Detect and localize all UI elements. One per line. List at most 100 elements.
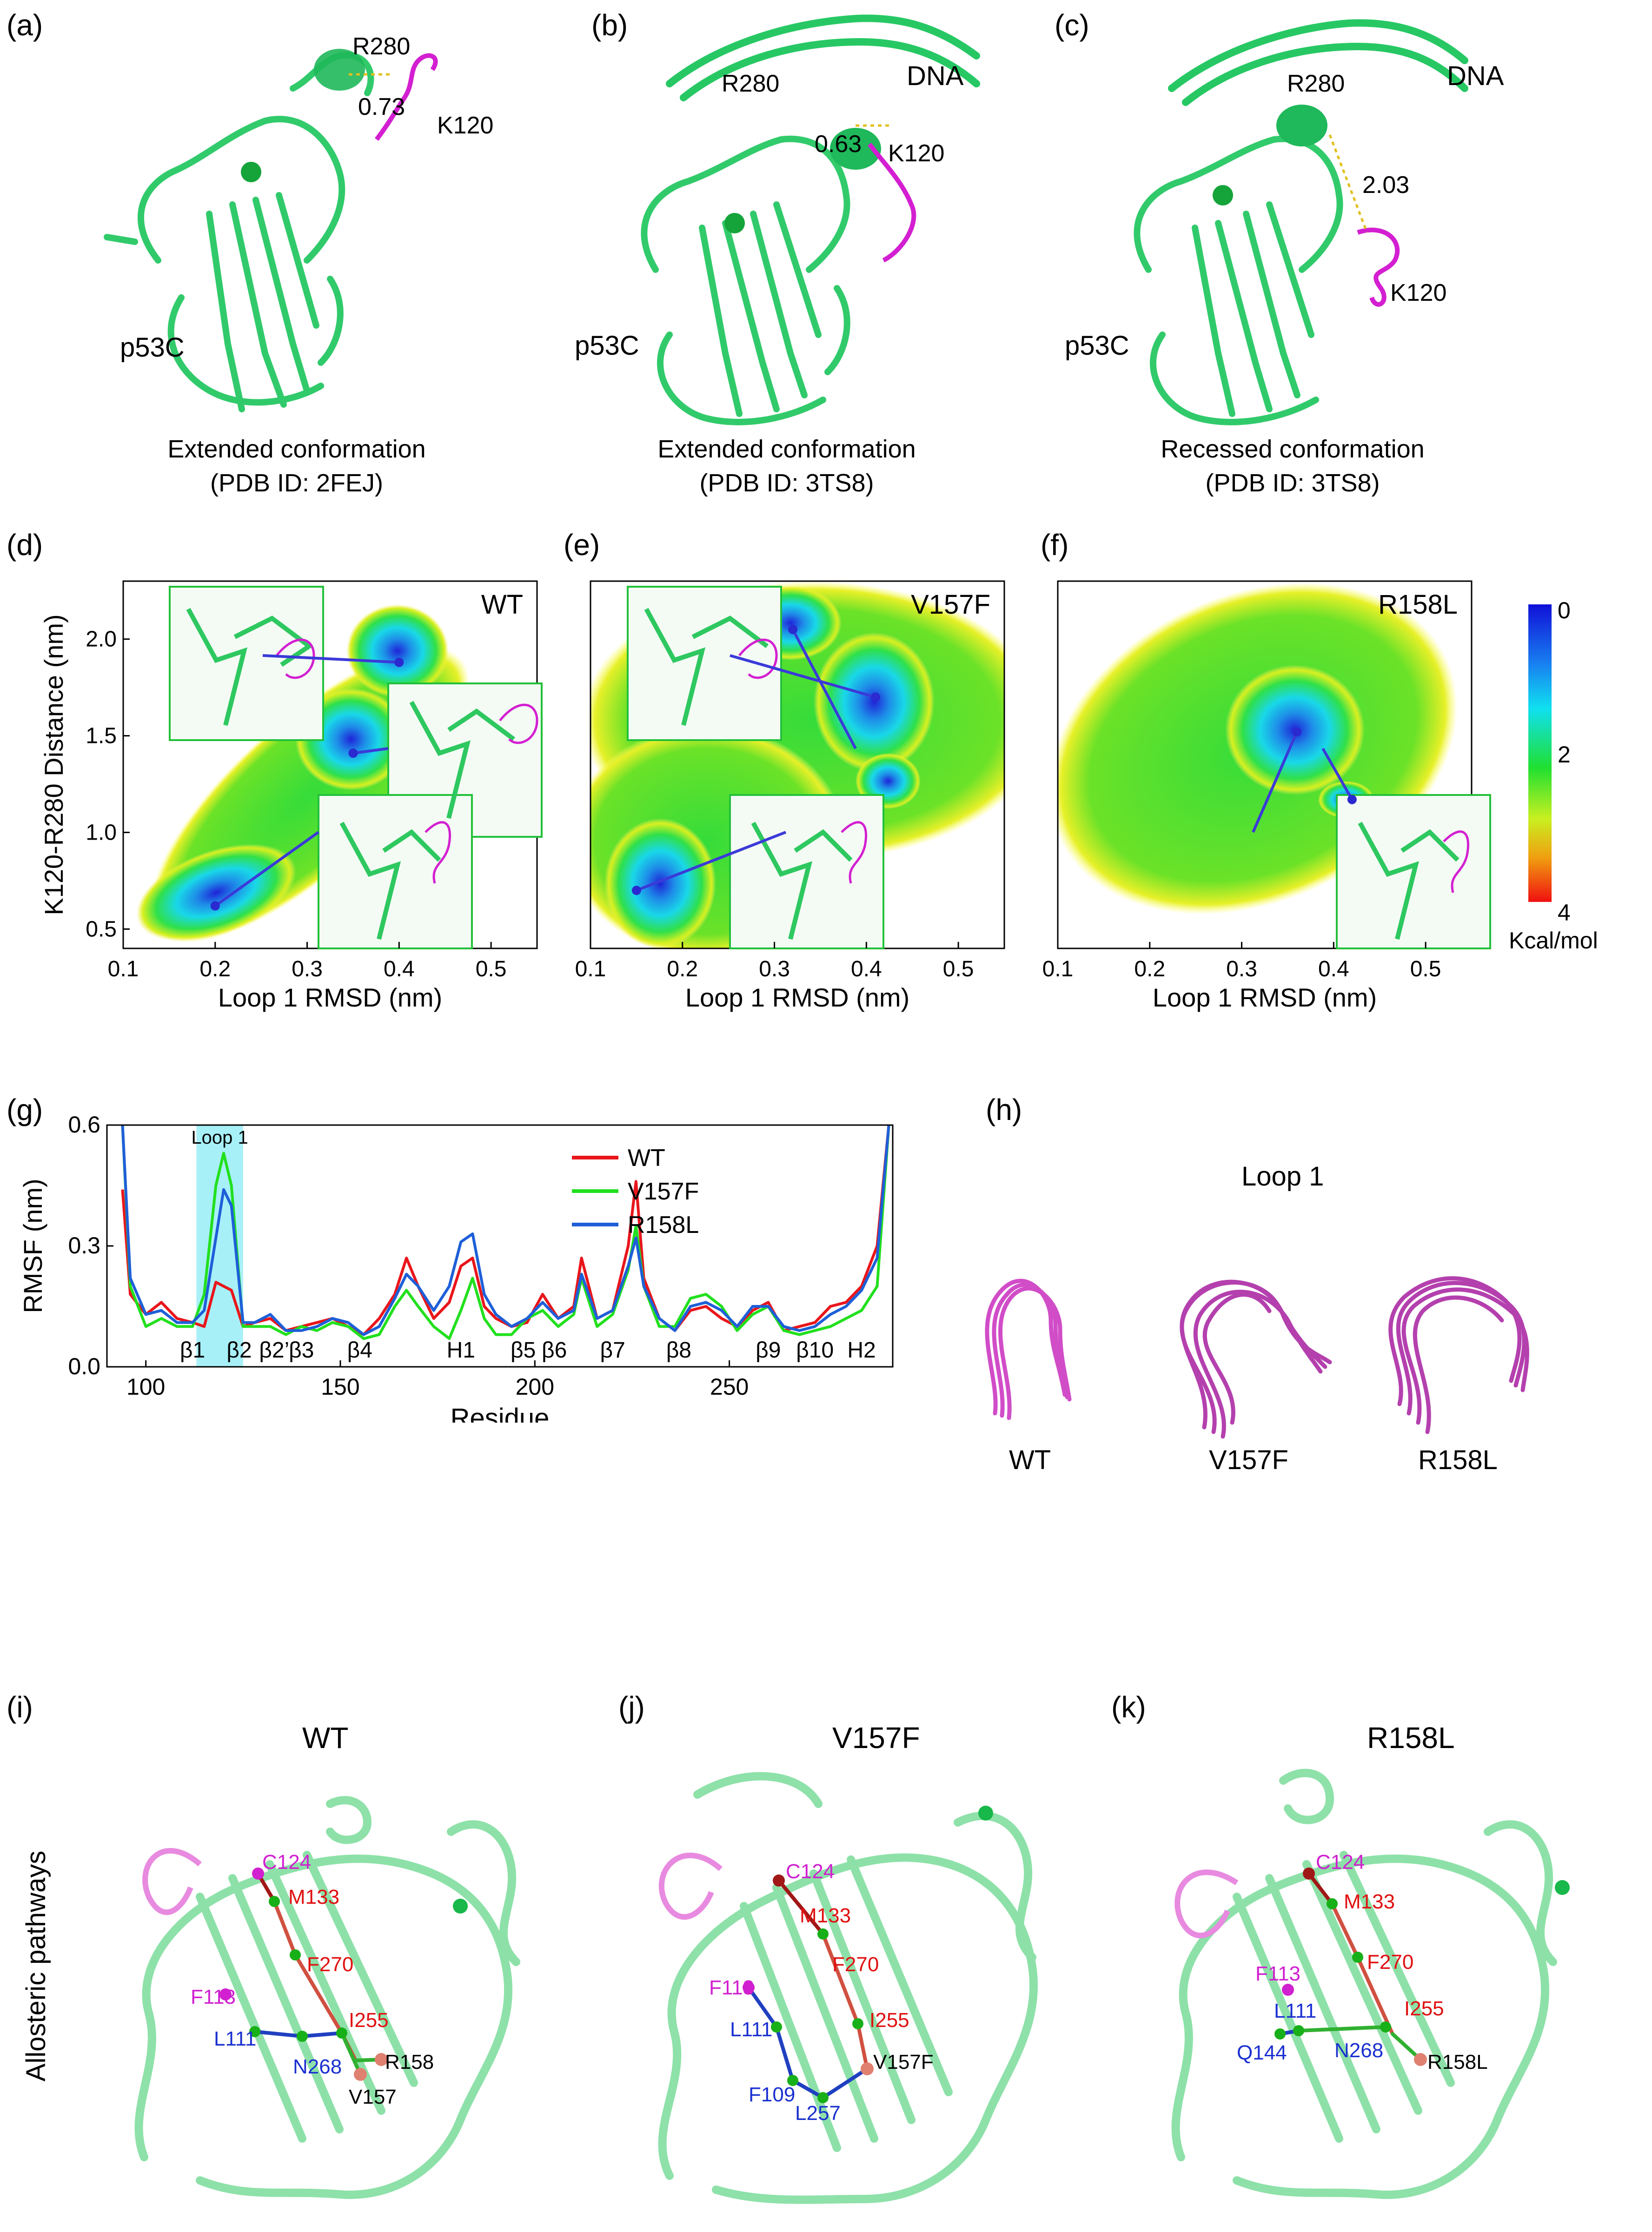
res-f113-v157f: F113 xyxy=(709,1976,754,1999)
x-tick-label: 0.4 xyxy=(851,957,882,981)
free-energy-minimum xyxy=(394,657,404,667)
structure-annotation: β2’ xyxy=(259,1338,289,1363)
res-m133-wt: M133 xyxy=(288,1886,339,1908)
x-tick-label: 0.2 xyxy=(667,957,698,981)
residue-k120-a: K120 xyxy=(437,112,494,139)
res-f113-r158l: F113 xyxy=(1255,1962,1300,1985)
allosteric-title-wt: WT xyxy=(302,1721,349,1755)
x-tick-label: 0.3 xyxy=(759,957,790,981)
x-axis-label: Loop 1 RMSD (nm) xyxy=(1153,983,1377,1012)
y-tick-label: 2.0 xyxy=(86,627,117,652)
res-l111-wt: L111 xyxy=(214,2027,256,2050)
allosteric-panel-wt: WT C124 xyxy=(134,1721,520,2199)
x-tick-label: 100 xyxy=(126,1374,165,1400)
minimum-arrow xyxy=(262,654,399,664)
y-tick-label: 1.0 xyxy=(86,821,117,845)
x-tick-label: 0.3 xyxy=(292,957,323,981)
minimum-arrow xyxy=(730,654,876,699)
structure-annotation: β1 xyxy=(180,1338,205,1363)
panel-label-d: (d) xyxy=(7,528,43,562)
dna-label-c: DNA xyxy=(1447,61,1504,91)
minimum-arrow xyxy=(636,831,787,892)
free-energy-minimum xyxy=(210,901,220,911)
res-v157-wt: V157 xyxy=(349,2086,397,2108)
y-tick-label: 1.5 xyxy=(86,724,117,748)
legend-label: R158L xyxy=(628,1212,699,1239)
panel-label-e: (e) xyxy=(564,528,600,562)
res-v157f-v157f: V157F xyxy=(873,2051,934,2073)
structure-annotation: β8 xyxy=(666,1338,691,1363)
residue-k120-c: K120 xyxy=(1390,279,1447,306)
res-l257-v157f: L257 xyxy=(795,2102,841,2125)
x-tick-label: 200 xyxy=(516,1374,554,1400)
x-tick-label: 0.1 xyxy=(1042,957,1074,981)
series-line-r158l xyxy=(121,1125,890,1336)
res-i255-r158l: I255 xyxy=(1404,1997,1444,2020)
arrows-e xyxy=(631,624,881,895)
x-axis-label: Loop 1 RMSD (nm) xyxy=(685,983,909,1012)
y-tick-label: 0.3 xyxy=(68,1232,100,1258)
panel-label-g: (g) xyxy=(7,1093,43,1126)
minimum-arrow xyxy=(791,629,857,749)
panel-label-k: (k) xyxy=(1111,1690,1146,1724)
free-energy-minimum xyxy=(1347,795,1357,804)
panel-label-a: (a) xyxy=(7,8,43,42)
structure-annotation: β6 xyxy=(542,1338,567,1363)
res-r158l-r158l: R158L xyxy=(1427,2051,1488,2073)
residue-r280-c: R280 xyxy=(1287,70,1345,97)
y-tick-label: 0.0 xyxy=(68,1353,100,1379)
arrows-f xyxy=(1252,727,1357,833)
res-l111-v157f: L111 xyxy=(730,2018,772,2041)
structure-panel-b xyxy=(641,14,980,425)
panel-label-f: (f) xyxy=(1041,528,1069,562)
res-r158-wt: R158 xyxy=(385,2051,434,2073)
res-q144-r158l: Q144 xyxy=(1237,2041,1287,2064)
x-tick-label: 0.2 xyxy=(199,957,231,981)
heatmap-title: V157F xyxy=(911,589,990,620)
x-tick-label: 0.5 xyxy=(943,957,974,981)
x-tick-label: 0.4 xyxy=(384,957,415,981)
series-line-v157f xyxy=(121,1125,890,1340)
domain-label-b: p53C xyxy=(575,331,639,361)
panel-label-c: (c) xyxy=(1055,8,1089,42)
colorbar-unit: Kcal/mol xyxy=(1509,927,1598,954)
arrows-d xyxy=(210,654,404,911)
res-f270-wt: F270 xyxy=(307,1953,353,1976)
heatmap-title: WT xyxy=(481,589,523,620)
heatmap-d: WT 0.1 0.2 0.3 0.4 0.5 Loop 1 RMSD (nm) 0.5 1.0 1… xyxy=(39,580,543,1012)
free-energy-minimum xyxy=(631,886,641,895)
panel-label-h: (h) xyxy=(986,1093,1022,1126)
x-tick-label: 0.2 xyxy=(1134,957,1165,981)
caption-a-line2: (PDB ID: 2FEJ) xyxy=(210,469,384,497)
residue-r280-b: R280 xyxy=(722,70,780,97)
res-f270-r158l: F270 xyxy=(1367,1951,1413,1974)
y-axis-label: K120-R280 Distance (nm) xyxy=(39,614,68,915)
y-axis-label: RMSF (nm) xyxy=(18,1179,47,1313)
caption-c: Recessed conformation (PDB ID: 3TS8) xyxy=(1144,432,1441,500)
dna-label-b: DNA xyxy=(907,61,964,91)
loop1-highlight-label: Loop 1 xyxy=(191,1127,248,1148)
caption-b: Extended conformation (PDB ID: 3TS8) xyxy=(638,432,935,500)
legend-label: V157F xyxy=(628,1178,699,1205)
structure-annotation: β5 xyxy=(511,1338,536,1363)
structure-annotation: β4 xyxy=(347,1338,372,1363)
x-tick-label: 0.1 xyxy=(575,957,606,981)
legend-label: WT xyxy=(628,1145,665,1172)
res-l111-r158l: L111 xyxy=(1274,2000,1316,2022)
heatmap-f: R158L 0.1 0.2 0.3 0.4 0.5 Loop 1 RMSD (nm) xyxy=(1042,580,1491,1012)
allosteric-title-v157f: V157F xyxy=(832,1721,920,1755)
colorbar-top: 0 xyxy=(1558,597,1571,623)
structure-panel-c xyxy=(1134,19,1468,425)
rmsf-chart: Loop 1 100 150 200 250 0.0 0.3 0.6 Residue RMSF (… xyxy=(18,1112,894,1423)
heatmap-e: V157F 0.1 0.2 0.3 0.4 0.5 Loop 1 RMSD (nm) xyxy=(575,580,1005,1012)
caption-b-line1: Extended conformation xyxy=(657,435,916,463)
res-f270-v157f: F270 xyxy=(832,1953,879,1976)
caption-c-line1: Recessed conformation xyxy=(1161,435,1425,463)
res-f113-wt: F113 xyxy=(191,1986,236,2008)
structure-annotation: β7 xyxy=(600,1338,625,1363)
caption-b-line2: (PDB ID: 3TS8) xyxy=(699,469,874,497)
heatmap-panels: WT 0.1 0.2 0.3 0.4 0.5 Loop 1 RMSD (nm) 0.5 1.0 1… xyxy=(39,580,1598,1012)
free-energy-minimum xyxy=(871,692,881,702)
series-line-wt xyxy=(121,1125,890,1336)
res-m133-r158l: M133 xyxy=(1344,1890,1395,1913)
